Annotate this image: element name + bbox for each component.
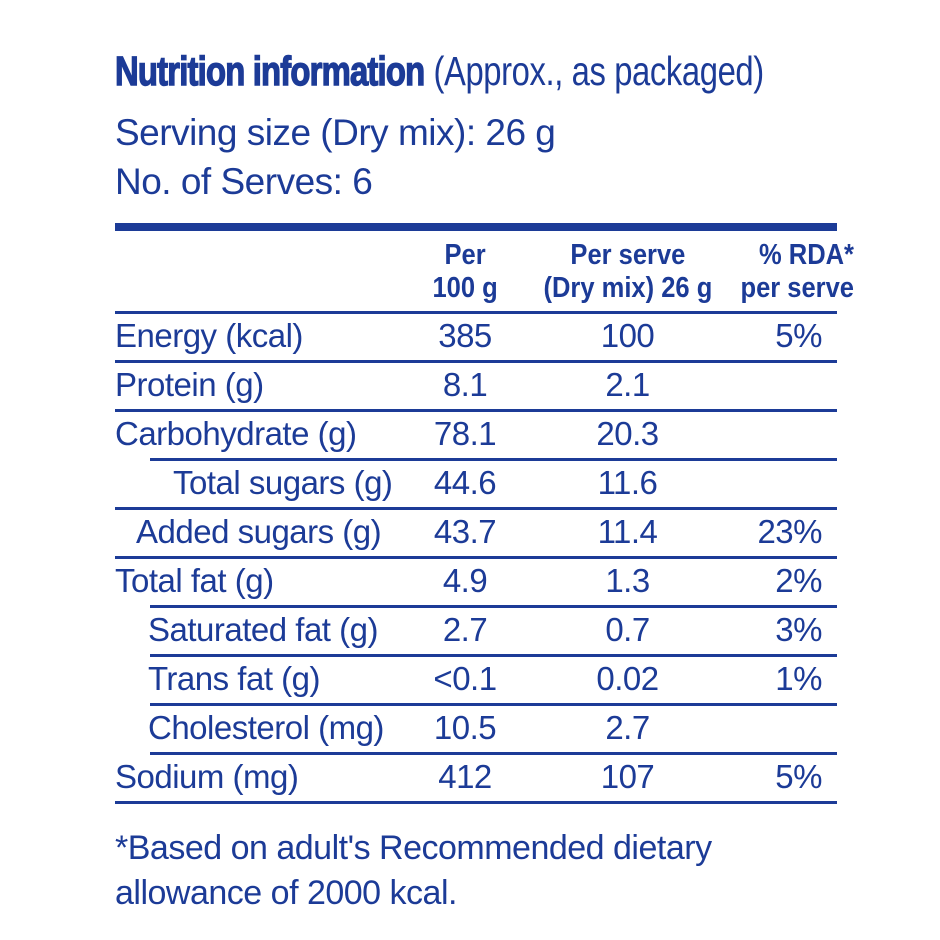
- header-col-per-serve: Per serve (Dry mix) 26 g: [543, 238, 712, 305]
- table-row: Added sugars (g) 43.7 11.4 23%: [115, 510, 837, 560]
- table-row: Trans fat (g) <0.1 0.02 1%: [115, 657, 837, 707]
- row-per-serve-value: 1.3: [605, 562, 650, 600]
- row-per-100g-value: 10.5: [433, 709, 497, 747]
- page-title: Nutrition information (Approx., as packa…: [114, 47, 764, 95]
- row-per-100g-value: 385: [438, 317, 492, 355]
- row-rda-value: 2%: [775, 562, 822, 600]
- row-per-100g-value: 43.7: [433, 513, 497, 551]
- row-rda-value: [725, 453, 837, 461]
- row-per-serve-value: 11.4: [597, 513, 658, 551]
- row-rda-value: 3%: [775, 611, 822, 649]
- row-label: Total sugars (g): [173, 464, 393, 502]
- serving-block: Serving size (Dry mix): 26 g No. of Serv…: [115, 109, 837, 207]
- header-col-per-100g: Per 100 g: [432, 238, 498, 305]
- row-label: Carbohydrate (g): [115, 415, 357, 453]
- row-per-serve-value: 0.7: [605, 611, 650, 649]
- row-per-100g-value: 78.1: [433, 415, 497, 453]
- row-rda-value: [725, 404, 837, 412]
- row-label: Saturated fat (g): [148, 611, 378, 649]
- row-rda-value: 1%: [775, 660, 822, 698]
- row-per-serve-value: 11.6: [597, 464, 658, 502]
- row-per-serve-value: 0.02: [596, 660, 659, 698]
- row-rda-value: [725, 502, 837, 510]
- row-per-serve-value: 2.7: [605, 709, 650, 747]
- row-per-100g-value: 2.7: [442, 611, 488, 649]
- row-per-serve-value: 20.3: [596, 415, 659, 453]
- row-per-100g-value: <0.1: [433, 660, 497, 698]
- row-per-100g-value: 8.1: [442, 366, 488, 404]
- row-label: Trans fat (g): [148, 660, 321, 698]
- row-rda-value: 5%: [775, 317, 822, 355]
- table-row: Energy (kcal) 385 100 5%: [115, 314, 837, 364]
- table-row: Carbohydrate (g) 78.1 20.3: [115, 412, 837, 462]
- row-label: Energy (kcal): [115, 317, 303, 355]
- header-label-spacer: [115, 305, 400, 311]
- table-row: Protein (g) 8.1 2.1: [115, 363, 837, 413]
- table-row: Cholesterol (mg) 10.5 2.7: [115, 706, 837, 756]
- row-label: Sodium (mg): [115, 758, 299, 796]
- serving-size-text: Serving size (Dry mix): 26 g: [115, 112, 556, 154]
- row-per-serve-value: 2.1: [605, 366, 650, 404]
- row-per-100g-value: 44.6: [433, 464, 497, 502]
- title-main: Nutrition information: [114, 47, 425, 94]
- row-rda-value: 5%: [775, 758, 822, 796]
- table-row: Total sugars (g) 44.6 11.6: [115, 461, 837, 511]
- row-rda-value: [725, 747, 837, 755]
- table-header-row: Per 100 g Per serve (Dry mix) 26 g % RDA* p…: [115, 231, 854, 315]
- table-row: Total fat (g) 4.9 1.3 2%: [115, 559, 837, 609]
- row-per-serve-value: 100: [600, 317, 655, 355]
- row-label: Total fat (g): [115, 562, 274, 600]
- row-rda-value: 23%: [757, 513, 822, 551]
- label-content: Nutrition information (Approx., as packa…: [114, 47, 854, 915]
- table-row: Sodium (mg) 412 107 5%: [115, 755, 837, 805]
- top-rule: [115, 222, 837, 231]
- row-per-serve-value: 107: [600, 758, 655, 796]
- row-label: Added sugars (g): [136, 513, 382, 551]
- number-of-serves-text: No. of Serves: 6: [115, 160, 373, 202]
- header-col-rda: % RDA* per serve: [740, 238, 854, 305]
- table-rows: Energy (kcal) 385 100 5% Protein (g) 8.1 2.1 Ca…: [115, 314, 837, 805]
- rda-footnote: *Based on adult's Recommended dietary al…: [115, 829, 712, 912]
- title-suffix: (Approx., as packaged): [433, 48, 764, 94]
- row-label: Cholesterol (mg): [148, 709, 384, 747]
- row-per-100g-value: 412: [438, 758, 492, 796]
- row-per-100g-value: 4.9: [442, 562, 488, 600]
- table-row: Saturated fat (g) 2.7 0.7 3%: [115, 608, 837, 658]
- row-label: Protein (g): [115, 366, 264, 404]
